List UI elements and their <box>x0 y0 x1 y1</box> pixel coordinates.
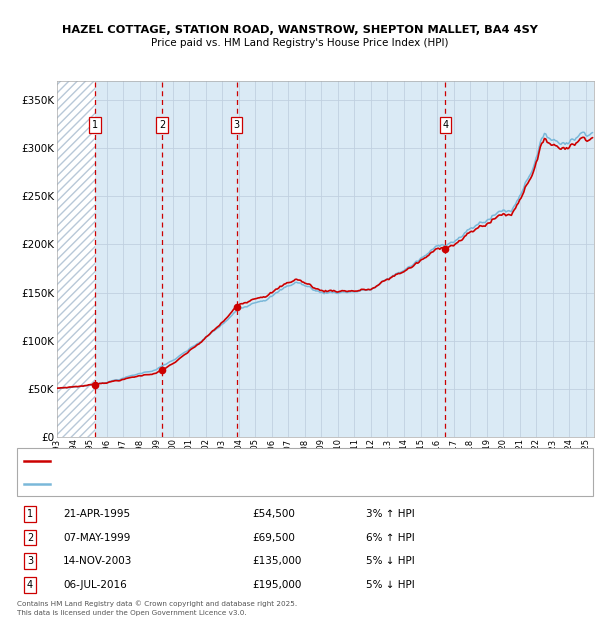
Text: 1: 1 <box>27 509 33 519</box>
Text: £69,500: £69,500 <box>252 533 295 542</box>
Text: Price paid vs. HM Land Registry's House Price Index (HPI): Price paid vs. HM Land Registry's House … <box>151 38 449 48</box>
Text: 2: 2 <box>159 120 165 130</box>
Text: 06-JUL-2016: 06-JUL-2016 <box>63 580 127 590</box>
Text: HAZEL COTTAGE, STATION ROAD, WANSTROW, SHEPTON MALLET, BA4 4SY (semi-detached ho: HAZEL COTTAGE, STATION ROAD, WANSTROW, S… <box>53 457 466 466</box>
Text: 2: 2 <box>27 533 33 542</box>
Text: 5% ↓ HPI: 5% ↓ HPI <box>366 556 415 566</box>
Text: 07-MAY-1999: 07-MAY-1999 <box>63 533 130 542</box>
Text: £195,000: £195,000 <box>252 580 301 590</box>
Text: 3% ↑ HPI: 3% ↑ HPI <box>366 509 415 519</box>
Text: This data is licensed under the Open Government Licence v3.0.: This data is licensed under the Open Gov… <box>17 610 247 616</box>
Text: 1: 1 <box>92 120 98 130</box>
Text: £135,000: £135,000 <box>252 556 301 566</box>
Text: 4: 4 <box>442 120 449 130</box>
Text: 14-NOV-2003: 14-NOV-2003 <box>63 556 133 566</box>
Text: 4: 4 <box>27 580 33 590</box>
Text: HAZEL COTTAGE, STATION ROAD, WANSTROW, SHEPTON MALLET, BA4 4SY: HAZEL COTTAGE, STATION ROAD, WANSTROW, S… <box>62 25 538 35</box>
Text: 6% ↑ HPI: 6% ↑ HPI <box>366 533 415 542</box>
Text: £54,500: £54,500 <box>252 509 295 519</box>
Text: 5% ↓ HPI: 5% ↓ HPI <box>366 580 415 590</box>
Text: 3: 3 <box>27 556 33 566</box>
Text: HPI: Average price, semi-detached house, Somerset: HPI: Average price, semi-detached house,… <box>53 479 278 489</box>
Text: Contains HM Land Registry data © Crown copyright and database right 2025.: Contains HM Land Registry data © Crown c… <box>17 601 297 608</box>
Text: 3: 3 <box>233 120 239 130</box>
Text: 21-APR-1995: 21-APR-1995 <box>63 509 130 519</box>
